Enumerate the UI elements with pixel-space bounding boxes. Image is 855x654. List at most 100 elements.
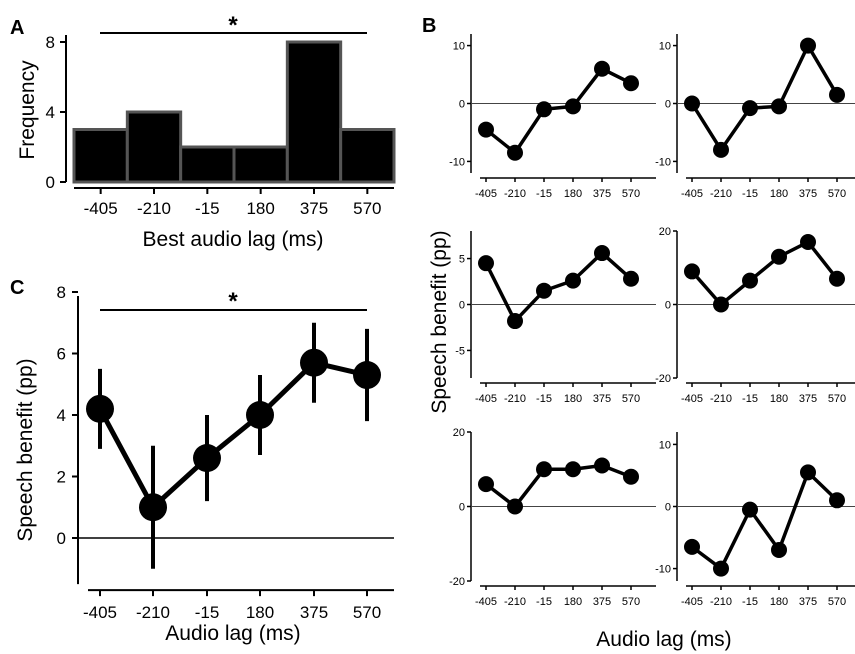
y-tick-label: 0 <box>459 502 465 514</box>
data-point <box>771 98 787 115</box>
x-tick-label: 180 <box>564 393 582 405</box>
series-line <box>484 251 633 323</box>
y-tick-label: 10 <box>659 439 671 451</box>
data-point <box>594 245 610 262</box>
significance-marker: * <box>228 288 238 315</box>
x-tick-label: 570 <box>828 188 846 200</box>
x-tick-label: 570 <box>353 603 381 622</box>
x-tick-label: 180 <box>246 199 274 218</box>
data-point <box>623 468 639 485</box>
x-tick-label: 180 <box>564 188 582 200</box>
series-line <box>690 43 839 152</box>
data-point <box>246 401 274 429</box>
y-axis-label: Frequency <box>16 60 39 160</box>
x-tick-label: 570 <box>622 393 640 405</box>
x-tick-label: 375 <box>593 596 611 608</box>
histogram-bar <box>72 128 129 184</box>
data-point <box>623 270 639 287</box>
subplot-5: -20 0 20 -405 -210 -15 180 375 570 <box>449 427 656 608</box>
x-tick-label: -210 <box>504 596 526 608</box>
data-point <box>800 464 816 481</box>
data-point <box>594 457 610 474</box>
y-tick-label: -10 <box>655 156 671 168</box>
series-line <box>484 463 632 509</box>
data-point <box>742 272 758 289</box>
x-tick-label: 375 <box>799 596 817 608</box>
y-tick-label: -10 <box>449 156 465 168</box>
data-point <box>684 538 700 555</box>
data-point <box>478 476 494 493</box>
data-point <box>713 560 729 577</box>
y-tick-label: 0 <box>459 300 465 312</box>
data-point <box>829 270 845 287</box>
panel-b-x-axis-label: Audio lag (ms) <box>596 628 731 651</box>
subplot-2: -10 0 10 -405 -210 -15 180 375 570 <box>655 34 855 200</box>
data-point <box>684 95 700 112</box>
series-line <box>690 470 839 571</box>
panel-b-small-multiples: -10 0 10 -405 -210 -15 180 375 570 -10 0 10 -405 -210… <box>449 34 855 608</box>
data-point <box>507 144 523 161</box>
histogram-bar <box>232 145 289 184</box>
data-point <box>713 296 729 313</box>
data-point <box>478 121 494 138</box>
y-tick-label: -5 <box>455 345 465 357</box>
y-tick-label: 0 <box>665 502 671 514</box>
x-tick-label: 570 <box>622 596 640 608</box>
x-tick-label: 570 <box>353 199 381 218</box>
x-tick-label: -210 <box>136 603 170 622</box>
y-tick-label: 10 <box>659 41 671 53</box>
y-tick-label: 8 <box>57 283 66 302</box>
data-point <box>565 98 581 115</box>
panel-c-letter: C <box>10 277 24 299</box>
x-tick-label: -15 <box>195 199 220 218</box>
y-tick-label: 0 <box>57 529 66 548</box>
data-point <box>193 444 221 473</box>
data-point <box>507 313 523 330</box>
x-tick-label: -405 <box>475 596 497 608</box>
y-tick-label: 4 <box>57 406 66 425</box>
x-tick-label: 180 <box>246 603 274 622</box>
data-point <box>800 37 816 54</box>
x-axis-label: Audio lag (ms) <box>165 622 300 645</box>
x-tick-label: -405 <box>681 596 703 608</box>
data-point <box>771 248 787 265</box>
x-tick-label: -210 <box>504 393 526 405</box>
x-tick-label: 375 <box>593 393 611 405</box>
x-tick-label: 570 <box>828 596 846 608</box>
panel-b-y-axis-label: Speech benefit (pp) <box>428 230 451 413</box>
x-tick-label: -210 <box>137 199 171 218</box>
data-point <box>800 234 816 251</box>
x-tick-label: 570 <box>828 393 846 405</box>
x-axis-label: Best audio lag (ms) <box>143 228 324 251</box>
data-point <box>536 101 552 118</box>
series-line <box>97 360 368 510</box>
y-tick-label: 2 <box>57 468 66 487</box>
data-point <box>565 461 581 478</box>
subplot-1: -10 0 10 -405 -210 -15 180 375 570 <box>449 34 656 200</box>
y-tick-label: 0 <box>46 173 55 192</box>
x-tick-label: -405 <box>83 603 117 622</box>
x-tick-label: -15 <box>195 603 220 622</box>
data-point <box>565 272 581 289</box>
data-point <box>829 492 845 509</box>
x-tick-label: 375 <box>593 188 611 200</box>
y-axis-label: Speech benefit (pp) <box>14 358 37 541</box>
x-tick-label: 180 <box>770 596 788 608</box>
x-tick-label: -405 <box>681 393 703 405</box>
data-point <box>86 394 114 423</box>
panel-a-letter: A <box>10 17 24 39</box>
x-tick-label: -210 <box>710 596 732 608</box>
panel-a-histogram: 0 4 8 -405 -210 -15 180 375 570 Best audio lag (m… <box>16 12 396 251</box>
x-tick-label: -210 <box>710 188 732 200</box>
panel-b-letter: B <box>422 15 436 37</box>
series-line <box>690 240 839 307</box>
y-tick-label: 5 <box>459 254 465 266</box>
y-tick-label: 0 <box>459 99 465 111</box>
x-tick-label: -210 <box>504 188 526 200</box>
data-point <box>742 100 758 117</box>
x-tick-label: 375 <box>799 393 817 405</box>
data-point <box>536 461 552 478</box>
y-tick-label: 8 <box>46 33 55 52</box>
histogram-bar <box>179 145 236 184</box>
x-tick-label: 180 <box>564 596 582 608</box>
